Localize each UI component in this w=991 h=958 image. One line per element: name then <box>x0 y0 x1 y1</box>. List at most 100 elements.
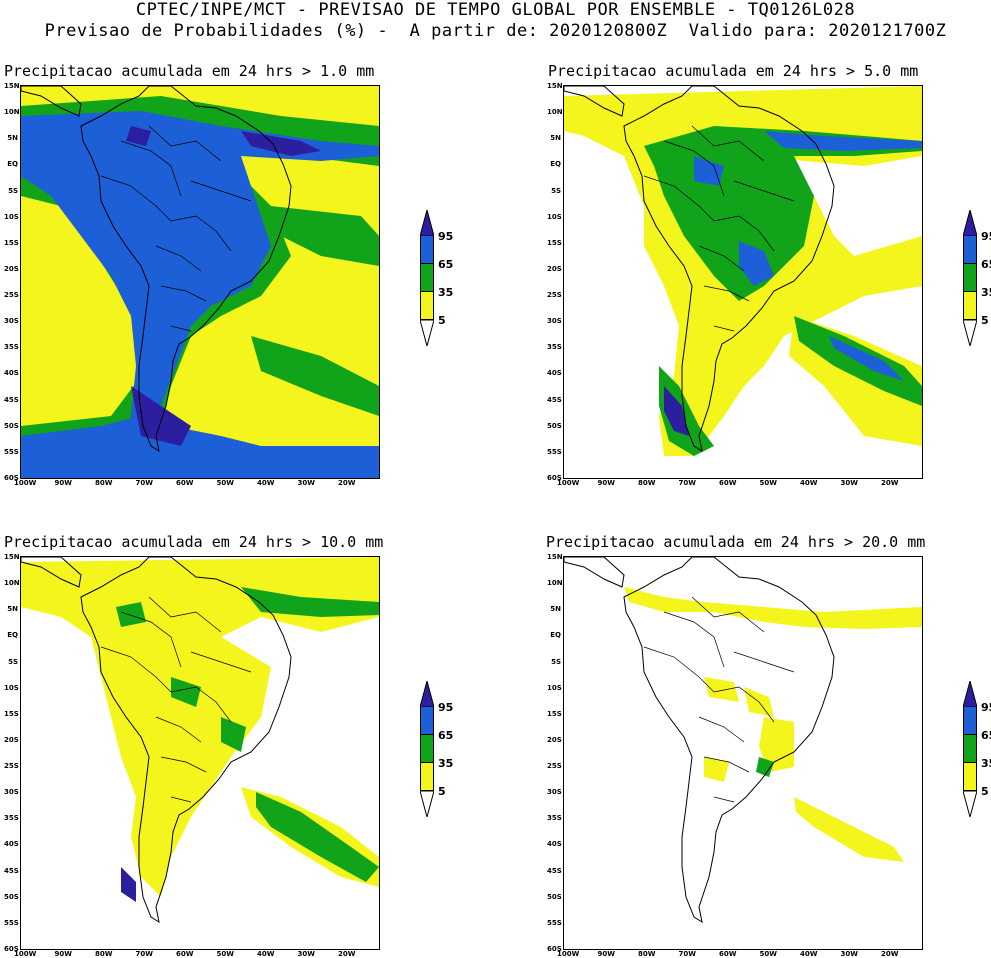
lat-tick-label: 55S <box>4 447 19 456</box>
lat-tick-label: 25S <box>547 762 562 771</box>
lat-tick-label: 40S <box>4 840 19 849</box>
colorbar-level-label: 5 <box>981 785 989 798</box>
colorbar-segment <box>420 763 434 791</box>
country-border <box>170 796 192 803</box>
colorbar-level-label: 65 <box>981 258 991 271</box>
colorbar-level-label: 35 <box>981 757 991 770</box>
country-border <box>190 180 252 202</box>
country-border <box>733 651 795 673</box>
country-border <box>643 646 715 693</box>
country-border <box>703 285 750 302</box>
country-border <box>170 215 232 252</box>
lon-tick-label: 100W <box>14 479 37 487</box>
colorbar-level-label: 65 <box>981 729 991 742</box>
precip-probability-field <box>21 86 379 478</box>
colorbar-segment <box>963 735 977 763</box>
colorbar-top-arrow <box>963 681 977 707</box>
lat-tick-label: 15N <box>4 553 20 561</box>
colorbar-top-arrow <box>420 681 434 707</box>
lon-tick-label: 70W <box>678 950 696 958</box>
lat-tick-label: 45S <box>547 866 562 875</box>
colorbar-bottom-arrow <box>420 791 434 817</box>
colorbar-level-label: 95 <box>981 701 991 714</box>
lon-tick-label: 70W <box>135 479 153 487</box>
lon-tick-label: 60W <box>719 950 737 958</box>
lat-tick-label: 45S <box>4 395 19 404</box>
country-border <box>100 175 172 222</box>
lon-tick-label: 100W <box>14 950 37 958</box>
lat-tick-label: 10S <box>547 683 562 692</box>
colorbar-level-label: 5 <box>438 785 446 798</box>
lat-tick-label: 35S <box>4 814 19 823</box>
lon-tick-label: 50W <box>216 950 234 958</box>
colorbar-segment <box>420 264 434 292</box>
lon-tick-label: 70W <box>135 950 153 958</box>
lon-tick-label: 40W <box>257 479 275 487</box>
country-border <box>155 245 202 272</box>
lat-tick-label: 60S <box>547 474 562 482</box>
country-border <box>148 125 222 162</box>
lat-tick-label: 15S <box>547 709 562 718</box>
lat-tick-label: 30S <box>547 317 562 326</box>
lon-tick-label: 90W <box>54 950 72 958</box>
colorbar-segment <box>420 236 434 264</box>
lat-tick-label: 55S <box>4 918 19 927</box>
colorbar-panel-2: 95 65 35 5 <box>963 210 991 346</box>
lat-tick-label: 50S <box>4 421 19 430</box>
colorbar-segment <box>963 236 977 264</box>
lat-tick-label: 50S <box>4 892 19 901</box>
lat-tick-label: 50S <box>547 892 562 901</box>
lat-tick-label: 30S <box>4 788 19 797</box>
lat-tick-label: 10N <box>4 108 20 117</box>
lat-tick-label: EQ <box>7 160 18 169</box>
lon-tick-label: 80W <box>638 479 656 487</box>
country-border <box>148 596 222 633</box>
lon-tick-label: 30W <box>840 479 858 487</box>
country-border <box>120 611 182 668</box>
continent-outline <box>623 557 835 924</box>
colorbar-segment <box>963 707 977 735</box>
main-title: CPTEC/INPE/MCT - PREVISAO DE TEMPO GLOBA… <box>135 0 856 20</box>
country-border <box>691 125 765 162</box>
country-border <box>643 175 715 222</box>
country-border <box>160 285 207 302</box>
lon-tick-label: 40W <box>800 950 818 958</box>
country-border <box>155 716 202 743</box>
colorbar-segment <box>963 264 977 292</box>
lat-tick-label: 50S <box>547 421 562 430</box>
lon-tick-label: 20W <box>338 479 356 487</box>
lat-tick-label: 25S <box>547 291 562 300</box>
lat-tick-label: 60S <box>4 945 19 953</box>
lon-tick-label: 100W <box>557 479 580 487</box>
lon-tick-label: 90W <box>597 950 615 958</box>
lat-tick-label: 40S <box>4 369 19 378</box>
lat-tick-label: 5N <box>550 605 561 614</box>
lat-tick-label: 15N <box>547 82 563 90</box>
lat-tick-label: 55S <box>547 447 562 456</box>
country-border <box>713 215 775 252</box>
colorbar-level-label: 65 <box>438 729 454 742</box>
country-border <box>170 686 232 723</box>
map-panel-20mm <box>563 556 923 950</box>
continent-outline <box>623 86 835 453</box>
panel-4-title: Precipitacao acumulada em 24 hrs > 20.0 … <box>546 533 926 551</box>
colorbar-level-label: 5 <box>438 314 446 327</box>
lat-tick-label: 5S <box>551 657 561 666</box>
lon-tick-label: 40W <box>800 479 818 487</box>
lat-tick-label: 5N <box>7 605 18 614</box>
lon-tick-label: 70W <box>678 479 696 487</box>
country-border <box>190 651 252 673</box>
colorbar-segment <box>963 763 977 791</box>
colorbar-segment <box>420 292 434 320</box>
country-border <box>713 686 775 723</box>
colorbar-bottom-arrow <box>963 791 977 817</box>
lat-tick-label: EQ <box>550 631 561 640</box>
country-border <box>691 596 765 633</box>
country-border <box>160 756 207 773</box>
lat-tick-label: 5S <box>8 186 18 195</box>
lon-tick-label: 90W <box>54 479 72 487</box>
lat-tick-label: 45S <box>547 395 562 404</box>
lat-tick-label: 30S <box>547 788 562 797</box>
lat-tick-label: 10N <box>4 579 20 588</box>
colorbar-level-label: 95 <box>981 230 991 243</box>
